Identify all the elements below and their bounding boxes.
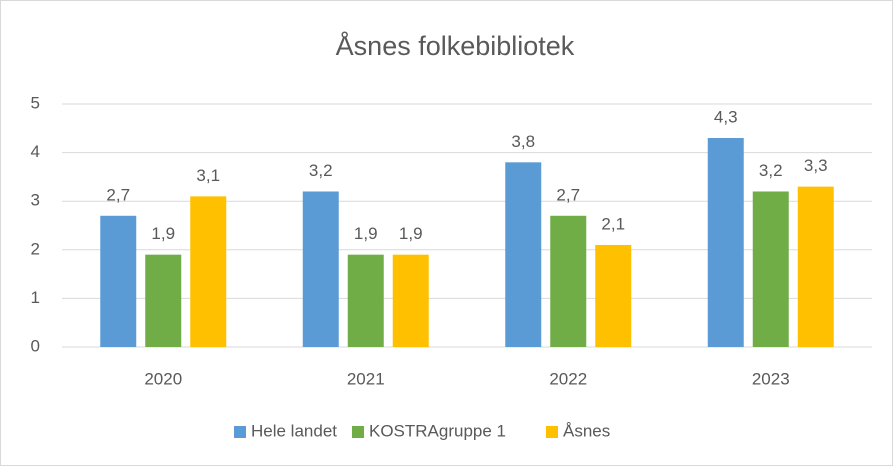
- data-label: 3,1: [196, 166, 220, 185]
- data-label: 2,1: [601, 214, 625, 233]
- data-label: 2,7: [106, 185, 130, 204]
- data-label: 4,3: [714, 108, 738, 127]
- y-tick-label: 1: [31, 288, 40, 307]
- bar: [595, 244, 632, 347]
- bar: [752, 191, 789, 347]
- x-tick-label: 2023: [752, 369, 790, 388]
- data-label: 3,2: [309, 161, 333, 180]
- bar: [797, 186, 834, 347]
- x-tick-label: 2020: [144, 369, 182, 388]
- x-tick-label: 2022: [549, 369, 587, 388]
- y-tick-label: 2: [31, 239, 40, 258]
- data-label: 3,8: [511, 132, 535, 151]
- bar: [145, 254, 182, 347]
- legend-swatch: [352, 426, 364, 438]
- data-label: 3,3: [804, 156, 828, 175]
- data-label: 1,9: [151, 224, 175, 243]
- y-tick-label: 4: [31, 142, 40, 161]
- legend-label: Hele landet: [251, 421, 337, 440]
- bar: [707, 138, 744, 347]
- bar: [190, 196, 227, 347]
- bar: [392, 254, 429, 347]
- y-tick-label: 3: [31, 191, 40, 210]
- data-label: 3,2: [759, 161, 783, 180]
- bar: [550, 215, 587, 347]
- x-tick-label: 2021: [347, 369, 385, 388]
- legend-label: Åsnes: [563, 421, 610, 440]
- data-label: 1,9: [354, 224, 378, 243]
- data-label: 2,7: [556, 185, 580, 204]
- y-tick-label: 0: [31, 336, 40, 355]
- legend-swatch: [546, 426, 558, 438]
- bar: [347, 254, 384, 347]
- chart-title: Åsnes folkebibliotek: [336, 30, 575, 61]
- y-tick-label: 5: [31, 93, 40, 112]
- bar: [505, 162, 542, 347]
- data-label: 1,9: [399, 224, 423, 243]
- legend-swatch: [234, 426, 246, 438]
- legend-label: KOSTRAgruppe 1: [369, 421, 506, 440]
- bar: [100, 215, 137, 347]
- bar: [302, 191, 339, 347]
